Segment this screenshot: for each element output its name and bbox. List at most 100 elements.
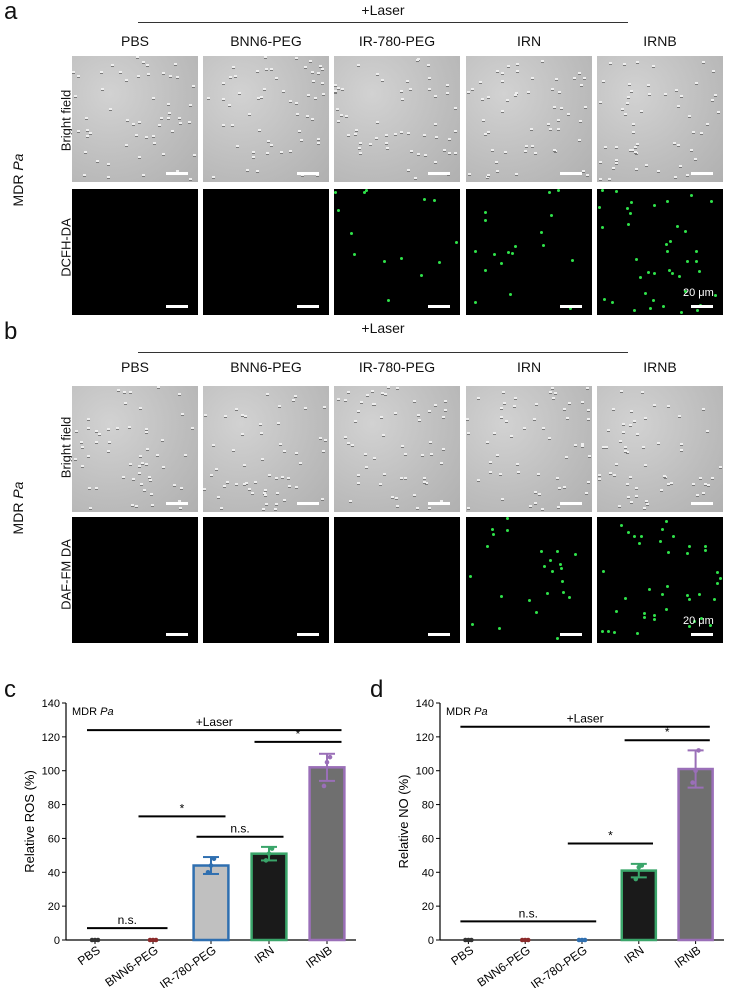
cell-speck — [640, 109, 644, 113]
cell-speck — [394, 133, 397, 137]
cell-speck — [295, 57, 299, 61]
cell-speck — [140, 462, 144, 466]
cell-speck — [555, 477, 559, 481]
fluorescent-cell — [623, 596, 627, 600]
cell-speck — [632, 123, 636, 127]
cell-speck — [501, 72, 505, 76]
cell-speck — [181, 413, 185, 417]
cell-speck — [147, 476, 151, 480]
cell-speck — [235, 408, 239, 412]
cell-speck — [161, 72, 165, 76]
panel_b-fluorescence-bnn6-peg — [203, 517, 329, 643]
cell-speck — [673, 142, 677, 146]
laser-label: +Laser — [567, 712, 604, 726]
cell-speck — [554, 391, 558, 395]
cell-speck — [310, 117, 314, 121]
cell-speck — [238, 92, 242, 96]
cell-speck — [481, 98, 485, 102]
cell-speck — [467, 431, 471, 435]
bar — [250, 852, 288, 942]
cell-speck — [666, 483, 670, 487]
cell-speck — [635, 433, 639, 437]
cell-speck — [702, 60, 706, 64]
cell-speck — [609, 472, 613, 476]
significance-label: * — [296, 727, 301, 741]
panel-b-col-ir780-peg: IR-780-PEG — [358, 359, 436, 375]
cell-speck — [549, 127, 553, 131]
fluorescent-cell — [615, 609, 619, 613]
fluorescent-cell — [660, 592, 664, 596]
cell-speck — [489, 470, 493, 474]
cell-speck — [629, 89, 633, 93]
cell-speck — [337, 87, 341, 91]
fluorescent-cell — [651, 298, 655, 302]
x-tick-label: IRNB — [303, 943, 335, 971]
data-point — [266, 851, 272, 856]
cell-speck — [454, 106, 458, 110]
cell-speck — [566, 416, 570, 420]
fluorescent-cell — [547, 191, 551, 195]
scale-bar — [166, 172, 188, 175]
cell-speck — [574, 443, 578, 447]
cell-speck — [415, 58, 419, 62]
cell-speck — [694, 157, 698, 161]
cell-speck — [416, 152, 420, 156]
fluorescent-cell — [668, 239, 672, 243]
panel_a-fluorescence-irn — [466, 189, 592, 315]
fluorescent-cell — [664, 520, 668, 524]
x-tick-label: BNN6-PEG — [475, 943, 533, 988]
cell-speck — [645, 499, 649, 503]
cell-speck — [297, 130, 301, 134]
cell-speck — [149, 493, 153, 497]
cell-speck — [137, 155, 141, 159]
cell-speck — [363, 452, 367, 456]
cell-speck — [612, 166, 616, 170]
bar — [308, 766, 346, 942]
panel_b-brightfield-irn — [466, 386, 592, 512]
panel-d-letter: d — [370, 676, 384, 703]
cell-speck — [409, 88, 413, 92]
cell-speck — [490, 149, 494, 153]
cell-speck — [74, 457, 78, 461]
y-tick-label: 80 — [48, 800, 60, 812]
cell-speck — [137, 464, 141, 468]
cell-speck — [515, 173, 518, 177]
cell-speck — [506, 64, 510, 68]
fluorescent-cell — [556, 636, 560, 640]
x-tick-label: IRNB — [672, 943, 704, 971]
cell-speck — [500, 109, 504, 113]
cell-speck — [605, 445, 609, 449]
fluorescent-cell — [687, 624, 691, 628]
cell-speck — [132, 477, 136, 481]
cell-speck — [706, 429, 710, 433]
cell-speck — [446, 92, 450, 96]
cell-speck — [159, 116, 163, 120]
cell-speck — [243, 482, 247, 486]
panel-b-mdr-label: MDR Pa — [10, 481, 26, 535]
fluorescent-cell — [500, 262, 504, 266]
cell-speck — [134, 505, 138, 509]
cell-speck — [717, 110, 721, 114]
cell-speck — [433, 95, 437, 99]
panel-a-col-irnb: IRNB — [643, 33, 677, 49]
fluorescent-cell — [670, 272, 674, 276]
cell-speck — [624, 445, 628, 449]
cell-speck — [266, 152, 270, 156]
cell-speck — [622, 63, 626, 67]
significance-label: n.s. — [230, 822, 249, 836]
cell-speck — [498, 473, 502, 477]
cell-speck — [495, 454, 499, 457]
fluorescent-cell — [646, 271, 650, 275]
cell-speck — [454, 152, 458, 156]
cell-speck — [420, 454, 424, 458]
data-point — [469, 937, 474, 943]
cell-speck — [167, 103, 171, 107]
cell-speck — [106, 175, 110, 179]
cell-speck — [422, 133, 426, 137]
cell-speck — [168, 75, 172, 79]
fluorescent-cell — [603, 298, 607, 302]
cell-speck — [516, 69, 520, 73]
cell-speck — [274, 476, 278, 480]
cell-speck — [517, 470, 521, 474]
